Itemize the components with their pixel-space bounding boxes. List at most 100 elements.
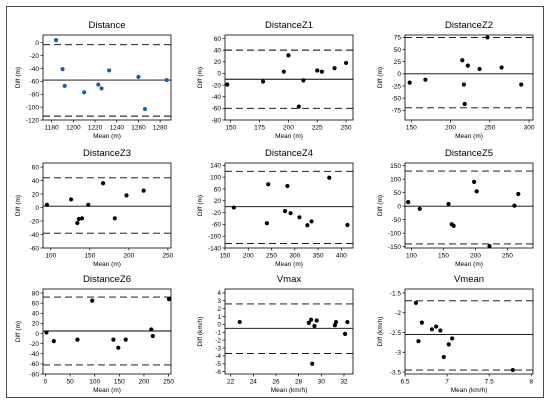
data-point: [416, 339, 421, 344]
y-tick-label: -3: [395, 350, 401, 357]
x-axis-label: Mean (km/h): [271, 387, 307, 394]
y-tick-label: 20: [214, 198, 222, 205]
x-tick-label: 200: [470, 253, 481, 260]
data-point: [301, 78, 306, 83]
x-tick-label: 250: [502, 253, 513, 260]
panel-title: DistanceZ6: [83, 274, 131, 285]
data-point: [345, 222, 350, 228]
panel-title: DistanceZ4: [265, 148, 313, 159]
plot-area-border: [404, 288, 534, 375]
y-tick-label: -25: [392, 83, 402, 90]
x-tick-label: 150: [84, 253, 95, 260]
y-tick-label: -20: [30, 341, 40, 348]
x-tick-label: 22: [227, 379, 235, 386]
x-tick-label: 7.5: [485, 379, 494, 386]
x-tick-label: 150: [406, 125, 417, 132]
x-tick-label: 150: [220, 253, 231, 260]
data-point: [461, 82, 466, 87]
panel-distancez5: DistanceZ5 100 150 200 250 150 100 50 0 -50 -100 -1…: [377, 148, 534, 268]
data-point: [62, 83, 67, 88]
y-tick-label: -150: [388, 244, 401, 251]
data-point: [413, 300, 419, 305]
data-point: [124, 193, 129, 198]
y-tick-label: 0: [35, 331, 39, 338]
data-point: [75, 220, 80, 226]
x-tick-label: 150: [225, 125, 236, 132]
x-tick-label: 6.5: [400, 379, 409, 386]
y-tick-label: 150: [390, 163, 401, 170]
data-point: [96, 82, 101, 87]
x-tick-label: 250: [266, 253, 277, 260]
panel-title: DistanceZ1: [265, 20, 313, 31]
y-tick-label: 100: [210, 174, 221, 181]
y-tick-label: 0: [397, 203, 401, 210]
data-point: [231, 205, 236, 210]
y-tick-label: -50: [392, 217, 402, 224]
x-tick-label: 7: [445, 379, 449, 386]
y-axis-label: Diff (m): [15, 321, 22, 342]
x-axis-label: Mean (m): [93, 133, 121, 140]
data-point: [86, 202, 91, 207]
data-point: [166, 297, 172, 302]
y-tick-label: -100: [26, 104, 39, 111]
y-tick-label: -80: [30, 92, 40, 99]
panel-title: DistanceZ3: [83, 148, 131, 159]
data-point: [164, 77, 169, 83]
y-tick-label: 0: [217, 71, 221, 78]
y-axis-label: Diff (km/h): [377, 317, 384, 347]
y-tick-label: 0: [35, 205, 39, 212]
y-tick-label: 3: [217, 298, 221, 305]
data-point: [90, 298, 95, 303]
data-point: [79, 216, 85, 221]
x-tick-label: 1180: [45, 125, 59, 132]
x-tick-label: 300: [524, 125, 535, 132]
y-tick-label: 60: [214, 186, 222, 193]
x-tick-label: 0: [44, 379, 48, 386]
x-tick-label: 100: [45, 253, 56, 260]
data-point: [510, 367, 515, 373]
y-tick-label: -1.5: [390, 290, 402, 297]
data-point: [149, 327, 154, 332]
y-tick-label: 40: [32, 311, 40, 318]
y-tick-label: -120: [26, 117, 39, 124]
x-axis-label: Mean (km/h): [451, 387, 487, 394]
y-tick-label: -140: [208, 245, 221, 252]
x-axis-label: Mean (m): [275, 133, 303, 140]
data-point: [264, 221, 269, 226]
x-tick-label: 225: [312, 125, 323, 132]
data-point: [417, 206, 422, 211]
data-point: [44, 202, 50, 207]
data-point: [446, 201, 451, 207]
data-point: [487, 244, 492, 249]
y-tick-label: -40: [212, 94, 222, 101]
data-point: [312, 323, 317, 329]
x-tick-label: 350: [313, 253, 324, 260]
plot-area-border: [224, 34, 354, 121]
y-tick-label: -5: [215, 361, 221, 368]
x-tick-label: 100: [406, 253, 417, 260]
x-tick-label: 24: [250, 379, 258, 386]
x-tick-label: 50: [66, 379, 74, 386]
y-tick-label: 75: [394, 35, 402, 42]
x-tick-label: 30: [318, 379, 326, 386]
x-axis-label: Mean (m): [455, 133, 483, 140]
data-point: [266, 182, 271, 187]
y-axis-label: Diff (m): [197, 195, 204, 216]
plot-area-border: [42, 162, 172, 249]
x-tick-label: 250: [162, 253, 173, 260]
y-tick-label: 80: [32, 290, 40, 297]
data-point: [142, 106, 148, 112]
data-point: [282, 209, 288, 214]
y-tick-label: -50: [392, 95, 402, 102]
data-point: [281, 69, 286, 74]
y-tick-label: 40: [32, 178, 40, 185]
data-point: [107, 68, 112, 73]
x-tick-label: 150: [438, 253, 449, 260]
plot-area-border: [224, 288, 354, 375]
y-tick-label: -20: [212, 210, 222, 217]
data-point: [438, 328, 443, 333]
data-point: [429, 327, 435, 332]
